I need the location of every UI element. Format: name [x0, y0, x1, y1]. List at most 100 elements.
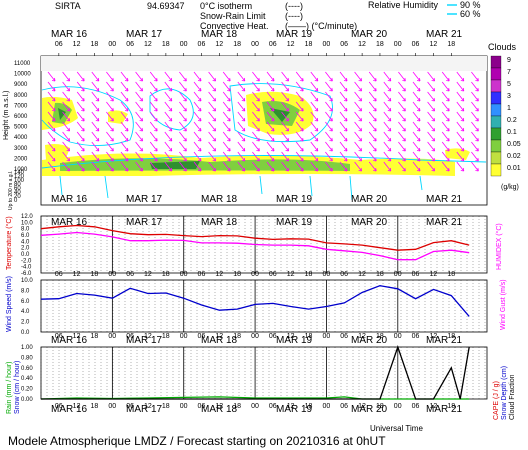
wind-arrowhead — [300, 87, 304, 92]
wind-arrow — [106, 141, 114, 152]
wind-arrow — [91, 141, 100, 152]
wind-arrowhead — [343, 147, 348, 152]
wind-arrowhead — [51, 147, 56, 152]
wind-arrow — [441, 141, 450, 152]
y-tick-label: 120 — [14, 174, 25, 180]
colorbar-unit: (g/kg) — [501, 184, 519, 191]
wind-arrowhead — [124, 137, 129, 142]
wind-arrowhead — [110, 147, 114, 152]
wind-arrow — [354, 111, 362, 122]
y-tick-label: 0.00 — [21, 397, 33, 403]
wind-arrow — [237, 141, 246, 152]
wind-arrow — [62, 161, 70, 172]
y-tick-label: 8000 — [14, 93, 28, 99]
wind-arrow — [208, 91, 216, 102]
wind-arrowhead — [66, 157, 70, 162]
wind-arrow — [441, 131, 450, 142]
wind-arrow — [62, 131, 70, 142]
wind-arrow — [383, 161, 392, 172]
wind-arrow — [310, 161, 319, 172]
day-label: MAR 17 — [126, 217, 163, 228]
wind-arrow — [252, 151, 260, 162]
wind-arrowhead — [183, 97, 187, 102]
y-tick-label: 100 — [14, 178, 25, 184]
wind-arrow — [441, 71, 450, 82]
x-tick-label: 12 — [287, 41, 295, 48]
wind-arrows — [47, 71, 479, 172]
x-tick-label: 12 — [287, 333, 295, 340]
wind-arrowhead — [402, 117, 406, 122]
wind-arrowhead — [110, 157, 114, 162]
wind-arrowhead — [387, 77, 392, 82]
wind-arrowhead — [402, 147, 406, 152]
wind-arrow — [383, 101, 392, 112]
wind-arrowhead — [139, 157, 143, 162]
wind-arrowhead — [66, 147, 70, 152]
wind-arrowhead — [300, 107, 304, 112]
wind-arrow — [135, 131, 143, 142]
wind-arrowhead — [256, 97, 260, 102]
legend-label: 0°C isotherm — [200, 1, 252, 11]
wind-arrow — [412, 111, 421, 122]
y-axis-label-right-2: Snow Depth (cm) — [501, 366, 508, 420]
x-tick-label: 18 — [233, 41, 241, 48]
wind-arrow — [252, 101, 260, 112]
wind-arrow — [120, 71, 129, 82]
wind-arrowhead — [416, 167, 421, 172]
wind-arrow — [106, 151, 114, 162]
wind-arrowhead — [460, 107, 465, 112]
wind-arrowhead — [416, 147, 421, 152]
wind-arrow — [149, 71, 158, 82]
wind-arrow — [354, 141, 362, 152]
y-tick-label: 2.0 — [21, 320, 30, 326]
wind-arrowhead — [212, 137, 216, 142]
wind-panel: 10.0 8.0 6.0 4.0 2.0 0.0 Wind Speed (m/s) Wind … — [6, 276, 507, 336]
y-tick-label: 1.00 — [21, 345, 33, 351]
wind-arrow — [76, 121, 85, 132]
x-tick-label: 06 — [55, 333, 63, 340]
wind-arrowhead — [51, 87, 56, 92]
wind-arrowhead — [95, 87, 100, 92]
wind-arrowhead — [241, 87, 246, 92]
wind-arrow — [222, 151, 231, 162]
x-tick-label: 00 — [251, 41, 259, 48]
wind-arrowhead — [183, 137, 187, 142]
wind-arrowhead — [227, 117, 231, 122]
wind-arrow — [237, 161, 246, 172]
legend-label: Snow-Rain Limit — [200, 11, 266, 21]
wind-arrowhead — [139, 77, 143, 82]
x-tick-label: 18 — [91, 271, 99, 278]
wind-arrowhead — [285, 77, 289, 82]
day-label: MAR 17 — [126, 404, 163, 415]
wind-arrowhead — [124, 87, 129, 92]
wind-arrow — [383, 131, 392, 142]
wind-arrow — [193, 81, 202, 92]
day-label: MAR 19 — [276, 29, 313, 40]
wind-arrow — [441, 101, 450, 112]
x-tick-label: 06 — [55, 271, 63, 278]
wind-arrowhead — [373, 97, 377, 102]
x-tick-label: 06 — [269, 41, 277, 48]
x-tick-label: 06 — [126, 333, 134, 340]
series-line-0 — [40, 224, 470, 251]
wind-arrow — [354, 121, 362, 132]
wind-arrow — [193, 151, 202, 162]
wind-arrow — [179, 111, 187, 122]
wind-arrow — [368, 121, 377, 132]
x-tick-label: 12 — [358, 403, 366, 410]
wind-arrow — [456, 91, 465, 102]
wind-arrowhead — [66, 137, 70, 142]
x-tick-label: 12 — [73, 333, 81, 340]
wind-arrowhead — [373, 77, 377, 82]
wind-arrow — [120, 91, 129, 102]
wind-arrow — [266, 71, 275, 82]
wind-arrowhead — [373, 107, 377, 112]
day-label: MAR 18 — [201, 194, 238, 205]
x-tick-label: 18 — [305, 333, 313, 340]
wind-arrow — [368, 131, 377, 142]
wind-arrowhead — [402, 107, 406, 112]
wind-arrowhead — [387, 127, 392, 132]
wind-arrow — [135, 111, 143, 122]
wind-arrow — [91, 151, 100, 162]
wind-arrowhead — [110, 77, 114, 82]
